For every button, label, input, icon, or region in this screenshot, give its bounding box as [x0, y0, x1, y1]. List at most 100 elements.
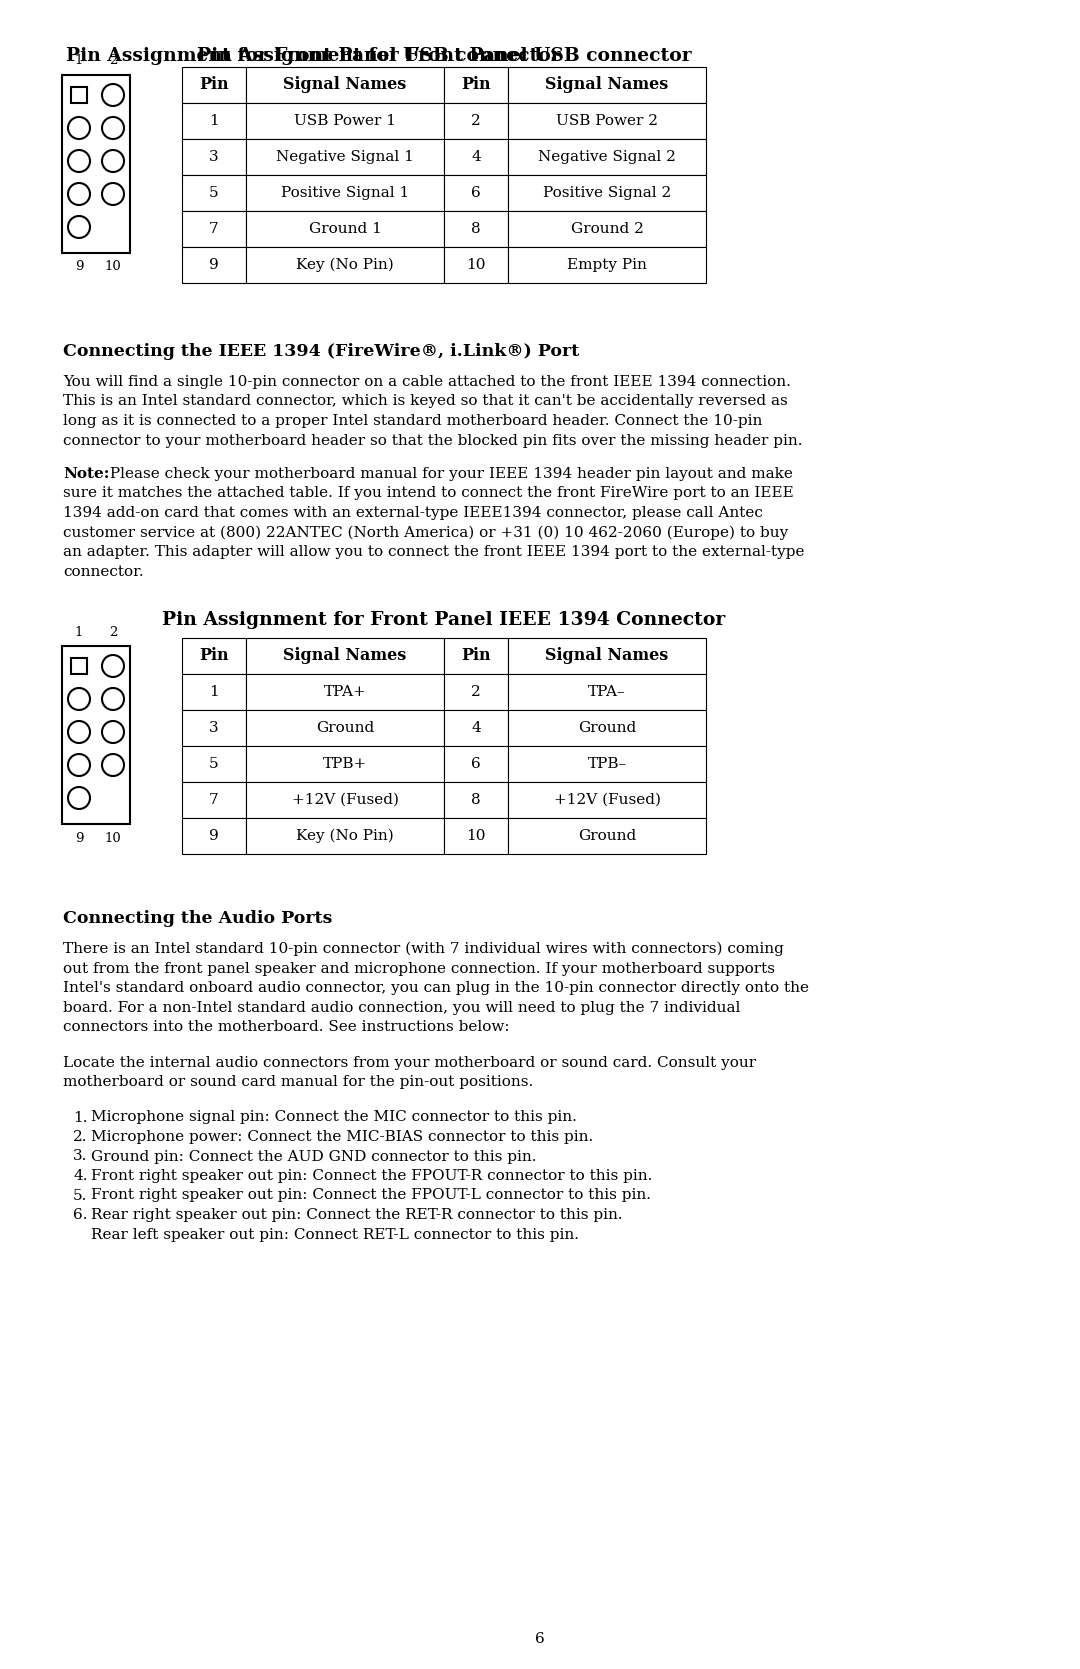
Bar: [183, 67, 246, 103]
Text: Key (No Pin): Key (No Pin): [296, 257, 394, 272]
Bar: [444, 674, 508, 709]
Bar: [183, 175, 246, 210]
Bar: [183, 103, 246, 139]
Text: Pin Assignment for Front Panel IEEE 1394 Connector: Pin Assignment for Front Panel IEEE 1394…: [162, 611, 726, 629]
Text: Ground pin: Connect the AUD GND connector to this pin.: Ground pin: Connect the AUD GND connecto…: [91, 1150, 537, 1163]
Text: motherboard or sound card manual for the pin-out positions.: motherboard or sound card manual for the…: [63, 1075, 534, 1088]
Text: 5.: 5.: [73, 1188, 87, 1202]
Text: Signal Names: Signal Names: [545, 77, 669, 93]
Text: Key (No Pin): Key (No Pin): [296, 829, 394, 843]
Text: 3.: 3.: [73, 1150, 87, 1163]
Text: 4: 4: [471, 150, 481, 164]
Text: an adapter. This adapter will allow you to connect the front IEEE 1394 port to t: an adapter. This adapter will allow you …: [63, 546, 805, 559]
Text: Positive Signal 1: Positive Signal 1: [281, 185, 409, 200]
Text: 4: 4: [471, 721, 481, 734]
Circle shape: [102, 150, 124, 172]
Text: TPA+: TPA+: [324, 684, 366, 699]
Text: 1: 1: [210, 684, 219, 699]
Text: Pin: Pin: [199, 77, 229, 93]
Circle shape: [68, 754, 90, 776]
Text: 10: 10: [105, 260, 121, 274]
Bar: [508, 175, 706, 210]
Text: 2.: 2.: [73, 1130, 87, 1143]
Text: Negative Signal 1: Negative Signal 1: [276, 150, 414, 164]
Text: 3: 3: [210, 150, 219, 164]
Text: connectors into the motherboard. See instructions below:: connectors into the motherboard. See ins…: [63, 1020, 510, 1035]
Text: 10: 10: [105, 831, 121, 845]
Text: Locate the internal audio connectors from your motherboard or sound card. Consul: Locate the internal audio connectors fro…: [63, 1055, 756, 1070]
Text: +12V (Fused): +12V (Fused): [554, 793, 661, 808]
Text: Pin Assignment for Front Panel USB connector: Pin Assignment for Front Panel USB conne…: [197, 47, 691, 65]
Bar: [246, 103, 444, 139]
Bar: [444, 709, 508, 746]
Text: You will find a single 10-pin connector on a cable attached to the front IEEE 13: You will find a single 10-pin connector …: [63, 376, 791, 389]
Bar: [444, 746, 508, 783]
Text: 2: 2: [109, 626, 118, 639]
Text: Front right speaker out pin: Connect the FPOUT-R connector to this pin.: Front right speaker out pin: Connect the…: [91, 1168, 652, 1183]
Text: 2: 2: [471, 113, 481, 129]
Text: long as it is connected to a proper Intel standard motherboard header. Connect t: long as it is connected to a proper Inte…: [63, 414, 762, 427]
Bar: [246, 818, 444, 855]
Bar: [183, 247, 246, 284]
Text: 6: 6: [535, 1632, 545, 1646]
Text: 5: 5: [210, 185, 219, 200]
Text: 1: 1: [210, 113, 219, 129]
Text: Signal Names: Signal Names: [283, 77, 407, 93]
Bar: [183, 139, 246, 175]
Circle shape: [102, 83, 124, 107]
Bar: [444, 247, 508, 284]
Text: Rear right speaker out pin: Connect the RET-R connector to this pin.: Rear right speaker out pin: Connect the …: [91, 1208, 623, 1222]
Text: TPB+: TPB+: [323, 758, 367, 771]
Text: customer service at (800) 22ANTEC (North America) or +31 (0) 10 462-2060 (Europe: customer service at (800) 22ANTEC (North…: [63, 526, 788, 539]
Circle shape: [68, 215, 90, 239]
Bar: [444, 139, 508, 175]
Text: Ground 2: Ground 2: [570, 222, 644, 235]
Bar: [508, 674, 706, 709]
Text: Signal Names: Signal Names: [545, 648, 669, 664]
Bar: [508, 139, 706, 175]
Text: Connecting the Audio Ports: Connecting the Audio Ports: [63, 910, 333, 926]
Text: Connecting the IEEE 1394 (FireWire®, i.Link®) Port: Connecting the IEEE 1394 (FireWire®, i.L…: [63, 342, 579, 359]
Text: Pin: Pin: [461, 77, 490, 93]
Text: +12V (Fused): +12V (Fused): [292, 793, 399, 808]
Bar: [508, 210, 706, 247]
Bar: [246, 709, 444, 746]
Bar: [246, 67, 444, 103]
Text: Negative Signal 2: Negative Signal 2: [538, 150, 676, 164]
Bar: [71, 658, 87, 674]
Text: Rear left speaker out pin: Connect RET-L connector to this pin.: Rear left speaker out pin: Connect RET-L…: [91, 1227, 579, 1242]
Text: Empty Pin: Empty Pin: [567, 259, 647, 272]
Text: 4.: 4.: [73, 1168, 87, 1183]
Bar: [246, 247, 444, 284]
Text: sure it matches the attached table. If you intend to connect the front FireWire : sure it matches the attached table. If y…: [63, 486, 794, 501]
Text: There is an Intel standard 10-pin connector (with 7 individual wires with connec: There is an Intel standard 10-pin connec…: [63, 941, 784, 956]
Circle shape: [68, 150, 90, 172]
Text: Microphone signal pin: Connect the MIC connector to this pin.: Microphone signal pin: Connect the MIC c…: [91, 1110, 577, 1125]
Text: 8: 8: [471, 222, 481, 235]
Circle shape: [68, 721, 90, 743]
Bar: [508, 67, 706, 103]
Text: 3: 3: [210, 721, 219, 734]
Text: out from the front panel speaker and microphone connection. If your motherboard : out from the front panel speaker and mic…: [63, 961, 775, 975]
Text: 2: 2: [109, 55, 118, 67]
Text: 2: 2: [471, 684, 481, 699]
Bar: [183, 746, 246, 783]
Circle shape: [68, 788, 90, 809]
Text: Ground: Ground: [578, 721, 636, 734]
Bar: [246, 674, 444, 709]
Text: 1394 add-on card that comes with an external-type IEEE1394 connector, please cal: 1394 add-on card that comes with an exte…: [63, 506, 762, 521]
Circle shape: [102, 654, 124, 678]
Text: 6.: 6.: [73, 1208, 87, 1222]
Text: This is an Intel standard connector, which is keyed so that it can't be accident: This is an Intel standard connector, whi…: [63, 394, 787, 409]
Bar: [246, 139, 444, 175]
Bar: [508, 103, 706, 139]
Bar: [508, 783, 706, 818]
Bar: [183, 210, 246, 247]
Text: 10: 10: [467, 259, 486, 272]
Bar: [444, 783, 508, 818]
Text: connector.: connector.: [63, 564, 144, 579]
Text: Microphone power: Connect the MIC-BIAS connector to this pin.: Microphone power: Connect the MIC-BIAS c…: [91, 1130, 593, 1143]
Circle shape: [68, 688, 90, 709]
Text: 9: 9: [75, 260, 83, 274]
Bar: [183, 638, 246, 674]
